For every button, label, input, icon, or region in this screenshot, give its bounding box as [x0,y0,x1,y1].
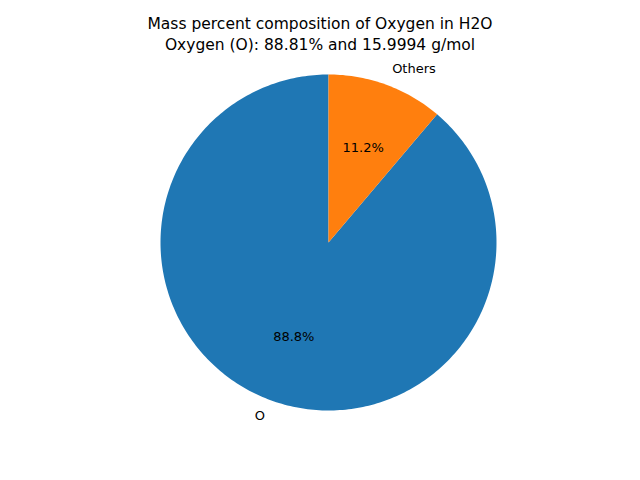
html-text:Mass percent composition of Ox: Mass percent composition of Oxygen in H2… [147,15,493,33]
svg-text:11.2%: 11.2% [343,140,384,155]
svg-text:Others: Others [392,61,436,76]
svg-text:88.8%: 88.8% [273,329,314,344]
svg-text:O: O [255,408,265,423]
html-text:Oxygen (O): 88.81% and 15.9994: Oxygen (O): 88.81% and 15.9994 g/mol [164,36,476,54]
